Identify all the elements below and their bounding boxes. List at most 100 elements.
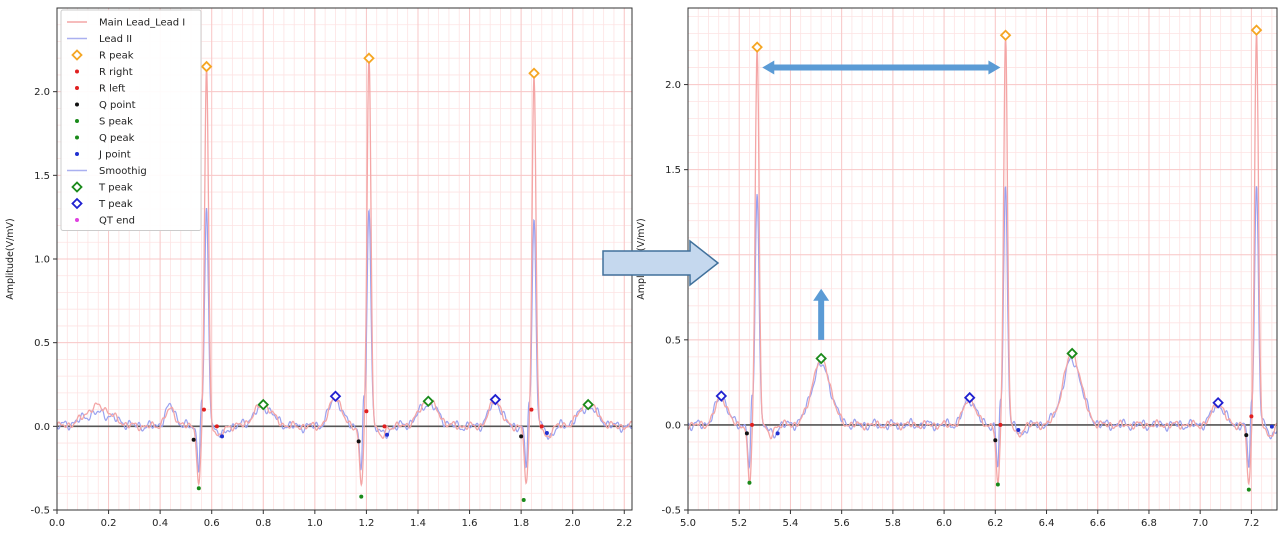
t-wave-up-arrow <box>813 288 830 340</box>
j-point-marker <box>544 431 549 436</box>
signals <box>57 58 632 488</box>
x-tick-label: 0.2 <box>101 518 117 529</box>
left-ecg-panel: 0.0 0.2 0.4 0.6 0.8 1.0 1.2 1.4 1.6 1.8 2.0 2.2 -0.5… <box>5 7 633 529</box>
legend-diamond-swatch <box>71 181 83 193</box>
ticks: 5.0 5.2 5.4 5.6 5.8 6.0 6.2 6.4 6.6 6.8 7.0 7.2 -0.5… <box>661 80 1259 529</box>
r-peak-marker <box>999 29 1012 41</box>
y-tick-label: 0.0 <box>665 420 681 431</box>
r-right-marker <box>539 424 544 429</box>
r-left-marker <box>998 422 1003 427</box>
x-tick-label: 0.4 <box>152 518 168 529</box>
legend-label: QT end <box>99 216 135 227</box>
s-peak-marker <box>196 486 201 491</box>
legend-dot-swatch <box>75 86 79 90</box>
r-left-marker <box>529 407 534 412</box>
x-tick-label: 2.0 <box>565 518 581 529</box>
y-tick-label: -0.5 <box>661 506 681 517</box>
r-right-marker <box>382 424 387 429</box>
j-point-marker <box>385 432 390 437</box>
legend-dot-swatch <box>75 218 79 222</box>
t-peak-marker-blue <box>489 393 502 406</box>
legend-label: R right <box>99 67 133 78</box>
r-left-marker <box>201 407 206 412</box>
q-point-marker <box>519 434 524 439</box>
s-peak-marker <box>359 494 364 499</box>
markers <box>191 52 594 502</box>
legend: Main Lead_Lead I Lead II R peak R right R le… <box>60 9 202 231</box>
x-tick-label: 6.0 <box>936 518 952 529</box>
legend-label: Q peak <box>99 133 135 144</box>
x-tick-label: 5.0 <box>680 518 696 529</box>
legend-label: Q point <box>99 100 136 111</box>
y-tick-label: 0.5 <box>34 338 50 349</box>
rr-interval-double-arrow <box>762 60 1001 75</box>
series-lead-ii <box>57 207 632 473</box>
q-point-marker <box>1244 433 1249 438</box>
legend-dot-swatch <box>75 102 79 107</box>
x-tick-label: 5.4 <box>782 518 798 529</box>
x-tick-label: 0.6 <box>204 518 220 529</box>
annotations <box>602 60 1001 340</box>
x-tick-label: 6.8 <box>1141 518 1157 529</box>
x-tick-label: 6.4 <box>1039 518 1055 529</box>
legend-dot-swatch <box>75 135 79 140</box>
s-peak-marker <box>521 497 526 502</box>
x-tick-label: 5.2 <box>731 518 747 529</box>
r-peak-marker <box>200 60 213 73</box>
j-point-marker <box>775 431 780 436</box>
x-tick-label: 0.0 <box>49 518 65 529</box>
legend-label: S peak <box>99 117 133 128</box>
x-tick-label: 1.6 <box>462 518 478 529</box>
legend-label: Lead II <box>99 34 132 45</box>
x-tick-label: 7.0 <box>1192 518 1208 529</box>
t-peak-marker-blue <box>715 390 728 402</box>
x-tick-label: 5.6 <box>834 518 850 529</box>
legend-dot-swatch <box>75 119 79 123</box>
j-point-marker <box>1269 424 1274 429</box>
y-axis-label: Amplitude(V/mV) <box>5 218 16 300</box>
t-peak-marker <box>582 398 594 411</box>
y-tick-label: -0.5 <box>30 506 50 517</box>
y-tick-label: 2.0 <box>665 80 681 91</box>
x-tick-label: 1.8 <box>513 518 529 529</box>
q-point-marker <box>993 438 998 443</box>
legend-label: T peak <box>98 199 133 210</box>
series-main-lead <box>57 58 632 488</box>
y-tick-label: 2.0 <box>34 87 50 98</box>
series-main-lead <box>688 32 1277 486</box>
x-tick-label: 2.2 <box>616 518 632 529</box>
legend-diamond-swatch <box>71 49 83 61</box>
r-peak-marker <box>1250 24 1263 36</box>
t-peak-marker <box>257 398 270 411</box>
right-ecg-panel: 5.0 5.2 5.4 5.6 5.8 6.0 6.2 6.4 6.6 6.8 7.0 7.2 -0.5… <box>636 7 1278 529</box>
r-left-marker <box>1249 414 1254 419</box>
x-tick-label: 5.8 <box>885 518 901 529</box>
q-point-marker <box>191 437 196 442</box>
j-point-marker <box>220 434 225 439</box>
x-tick-label: 7.2 <box>1243 518 1259 529</box>
x-tick-label: 0.8 <box>255 518 271 529</box>
legend-diamond-swatch <box>71 197 83 210</box>
legend-label: Main Lead_Lead I <box>99 18 185 29</box>
zoom-connector-arrow <box>602 239 720 287</box>
legend-dot-swatch <box>75 152 79 156</box>
t-peak-marker-blue <box>963 391 976 404</box>
r-peak-marker <box>528 67 540 80</box>
s-peak-marker <box>995 482 1000 487</box>
t-peak-marker <box>422 395 435 408</box>
x-tick-label: 6.6 <box>1090 518 1106 529</box>
markers <box>715 24 1274 492</box>
r-peak-marker <box>363 52 375 64</box>
legend-label: J point <box>98 150 131 161</box>
y-tick-label: 0.5 <box>665 335 681 346</box>
q-point-marker <box>356 439 361 444</box>
legend-label: T peak <box>98 183 133 194</box>
legend-label: R peak <box>99 51 134 62</box>
s-peak-marker <box>747 480 752 485</box>
t-peak-marker <box>1066 347 1078 360</box>
x-tick-label: 1.2 <box>358 518 374 529</box>
j-point-marker <box>1016 428 1021 433</box>
y-tick-label: 1.5 <box>34 171 50 182</box>
r-left-marker <box>364 409 369 414</box>
ticks: 0.0 0.2 0.4 0.6 0.8 1.0 1.2 1.4 1.6 1.8 2.0 2.2 -0.5… <box>30 87 632 529</box>
